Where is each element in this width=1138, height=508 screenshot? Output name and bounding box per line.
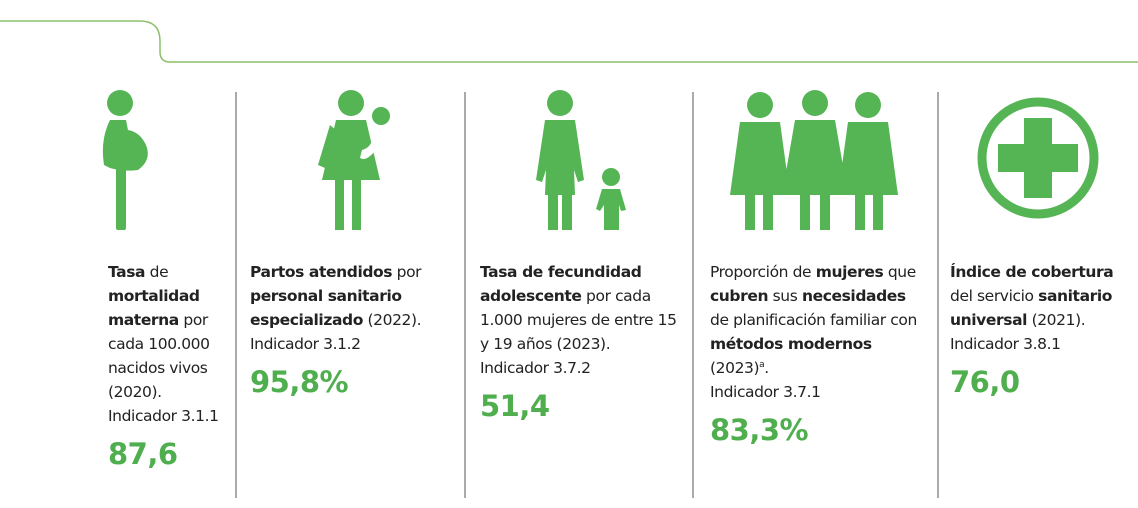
indicator-value: 95,8% — [250, 365, 349, 399]
description: Partos atendidos por personal sanitario … — [250, 263, 422, 329]
description: Tasa de fecundidad adolescente por cada … — [480, 263, 677, 353]
indicator-panel: Proporción de mujeres que cubren sus nec… — [710, 260, 928, 448]
description-segment: sanitario universal — [950, 287, 1113, 329]
description-segment: por cada 1.000 mujeres de entre 15 y 19 … — [480, 287, 677, 353]
description-segment: necesidades — [801, 287, 906, 305]
description-segment: del servicio — [950, 287, 1039, 305]
description-segment: sus — [768, 287, 802, 305]
indicator-value: 87,6 — [108, 437, 178, 471]
description-segment: (2023) — [710, 359, 760, 377]
description: Tasa de mortalidad materna por cada 100.… — [108, 263, 210, 401]
header-line — [0, 20, 1138, 63]
description-segment: de — [145, 263, 169, 281]
indicator-value: 83,3% — [710, 413, 809, 447]
indicator-code: Indicador 3.7.2 — [480, 359, 591, 377]
description-segment: Partos atendidos — [250, 263, 393, 281]
description-segment: por — [392, 263, 422, 281]
description-segment: mujeres — [815, 263, 884, 281]
description-segment: a — [759, 359, 765, 370]
description-segment: métodos modernos — [710, 335, 872, 353]
indicator-code: Indicador 3.8.1 — [950, 335, 1061, 353]
icon-health-cross — [977, 97, 1099, 219]
indicator-panel: Tasa de mortalidad materna por cada 100.… — [108, 260, 233, 472]
description-segment: Proporción de — [710, 263, 816, 281]
icon-three-women — [730, 90, 898, 230]
description-segment: mortalidad materna — [108, 287, 200, 329]
indicator-code: Indicador 3.1.1 — [108, 407, 219, 425]
description-segment: Tasa — [108, 263, 146, 281]
indicator-panel: Partos atendidos por personal sanitario … — [250, 260, 460, 400]
description-segment: cubren — [710, 287, 769, 305]
dividers — [235, 92, 939, 498]
indicator-panel: Tasa de fecundidad adolescente por cada … — [480, 260, 685, 424]
icon-pregnant — [102, 90, 148, 230]
description-segment: Índice de cobertura — [950, 263, 1114, 281]
description-segment: (2022). — [362, 311, 422, 329]
description: Índice de cobertura del servicio sanitar… — [950, 263, 1114, 329]
description-segment: (2021). — [1027, 311, 1086, 329]
icons — [102, 90, 1099, 230]
icon-adult-child — [536, 90, 626, 230]
indicator-value: 76,0 — [950, 365, 1020, 399]
description-segment: Tasa de fecundidad adolescente — [480, 263, 642, 305]
indicator-panel: Índice de cobertura del servicio sanitar… — [950, 260, 1138, 400]
description-segment: . — [764, 359, 769, 377]
description-segment: por cada 100.000 nacidos vivos (2020). — [108, 311, 210, 401]
icon-mother-baby — [318, 90, 390, 230]
description-segment: de planificación familiar con — [710, 311, 917, 329]
description-segment: personal sanitario especializado — [250, 287, 402, 329]
description-segment: que — [883, 263, 916, 281]
description: Proporción de mujeres que cubren sus nec… — [710, 263, 917, 377]
indicator-code: Indicador 3.1.2 — [250, 335, 361, 353]
indicator-code: Indicador 3.7.1 — [710, 383, 821, 401]
indicator-value: 51,4 — [480, 389, 550, 423]
